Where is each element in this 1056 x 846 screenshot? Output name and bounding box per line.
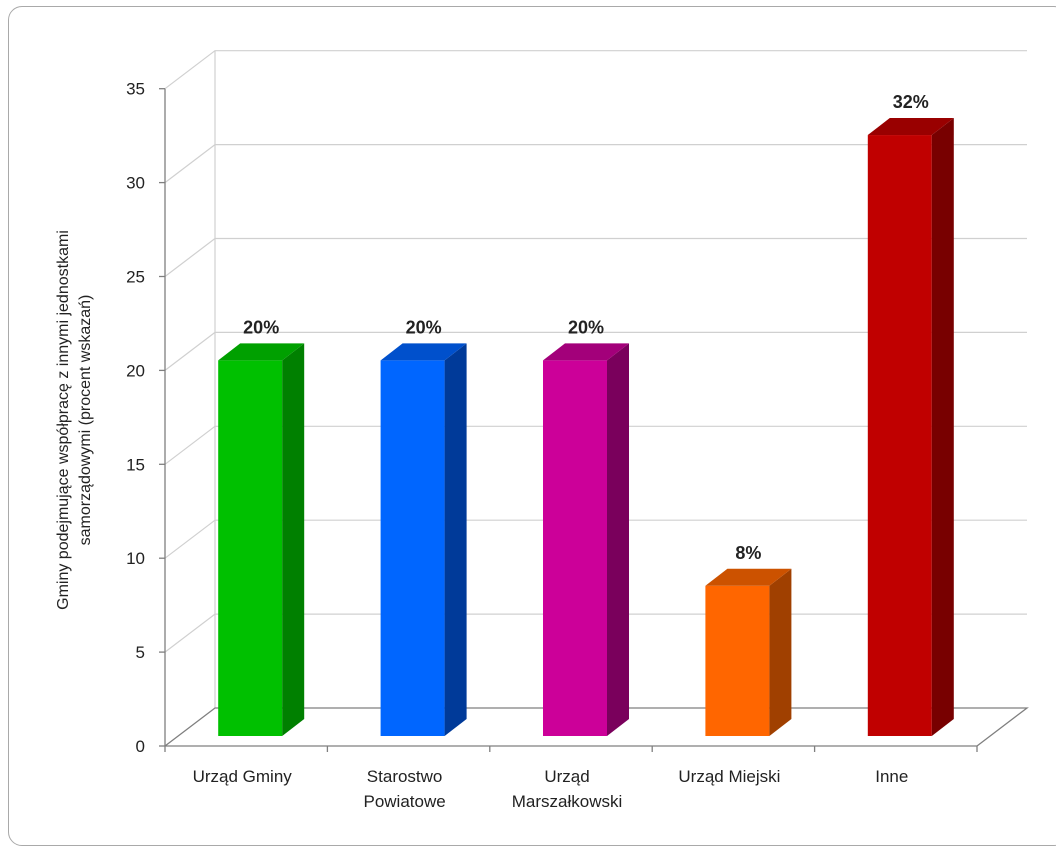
y-tick-label: 25	[126, 268, 145, 287]
category-label: Inne	[875, 767, 908, 786]
bar-top	[867, 118, 954, 136]
bar-front	[380, 360, 445, 736]
bar-front	[543, 360, 607, 736]
data-label: 8%	[735, 543, 761, 563]
category-label: Starostwo Powiatowe	[363, 767, 445, 811]
y-tick-label: 35	[126, 80, 145, 99]
bar-side	[769, 568, 792, 736]
data-label: 20%	[568, 317, 604, 337]
bar-front	[867, 135, 932, 737]
labels: 20% Urząd Gminy 20% Starostwo Powiatowe 20% Ur…	[55, 92, 929, 811]
bar-side	[282, 343, 305, 736]
bar-side	[607, 343, 629, 736]
y-tick-label: 5	[136, 643, 145, 662]
bar-side	[931, 118, 954, 737]
y-tick-label: 30	[126, 174, 145, 193]
y-tick-label: 15	[126, 455, 145, 474]
bar-top	[218, 343, 305, 361]
bar-side	[444, 343, 467, 736]
bar-front	[218, 360, 283, 736]
bar	[543, 343, 629, 736]
axes: 0 5 10 15 20 25 30 35	[126, 80, 1029, 756]
floor	[164, 707, 1029, 747]
bar-front	[705, 585, 770, 736]
gridlines	[164, 50, 1027, 708]
y-tick-label: 10	[126, 549, 145, 568]
data-label: 20%	[243, 317, 279, 337]
data-label: 32%	[893, 92, 929, 112]
y-tick-label: 20	[126, 361, 145, 380]
category-label: Urząd Miejski	[678, 767, 780, 786]
bar-top	[543, 343, 629, 361]
data-label: 20%	[406, 317, 442, 337]
bar-top	[705, 568, 792, 586]
bar-top	[380, 343, 467, 361]
bar	[867, 118, 954, 737]
category-label: Urząd Gminy	[193, 767, 293, 786]
category-label: Urząd Marszałkowski	[512, 767, 623, 811]
bar	[705, 568, 792, 736]
bar	[218, 343, 305, 736]
gridline	[164, 50, 1027, 90]
bars	[218, 118, 954, 737]
y-axis-title: Gminy podejmujące współpracę z innymi je…	[55, 230, 94, 610]
bar	[380, 343, 467, 736]
y-tick-label: 0	[136, 737, 145, 756]
